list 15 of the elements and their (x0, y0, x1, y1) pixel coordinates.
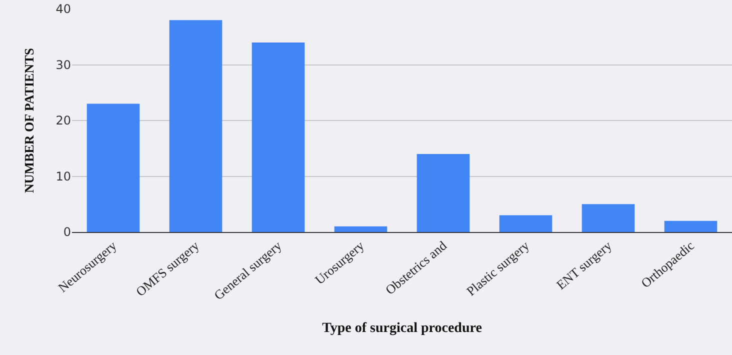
bar (334, 226, 388, 232)
y-tick-label: 40 (56, 2, 71, 16)
y-tick-label: 30 (56, 58, 71, 72)
y-tick-label: 20 (56, 114, 71, 128)
x-axis-title: Type of surgical procedure (322, 321, 482, 336)
bar (499, 215, 552, 232)
y-tick-label: 0 (63, 225, 71, 240)
bar (86, 104, 140, 232)
bar (252, 42, 305, 232)
bar (416, 154, 470, 232)
bar (169, 20, 222, 232)
y-axis-title: NUMBER OF PATIENTS (22, 48, 37, 193)
y-tick-label: 10 (56, 169, 71, 184)
bar (582, 204, 635, 232)
bar (664, 220, 718, 232)
